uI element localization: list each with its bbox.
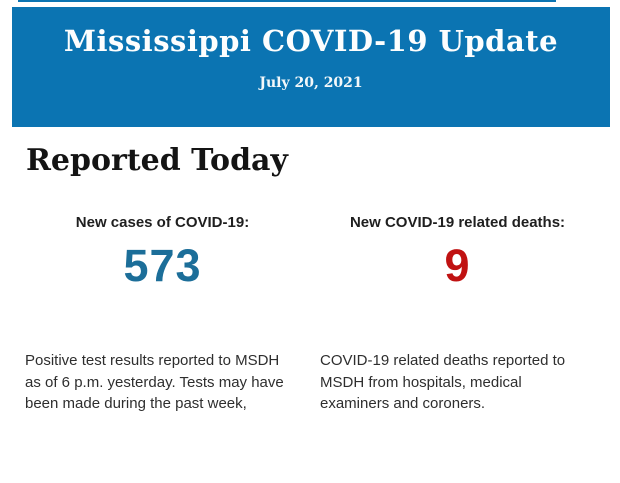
new-deaths-value: 9 (444, 240, 471, 291)
stat-new-deaths: New COVID-19 related deaths: 9 COVID-19 … (320, 214, 595, 415)
new-deaths-description: COVID-19 related deaths reported to MSDH… (320, 352, 566, 412)
new-cases-label: New cases of COVID-19: (75, 214, 250, 231)
report-date: July 20, 2021 (259, 75, 363, 91)
new-cases-value: 573 (123, 240, 202, 291)
new-deaths-label: New COVID-19 related deaths: (349, 214, 566, 231)
stat-new-cases: New cases of COVID-19: 573 Positive test… (25, 214, 300, 415)
top-border-rule (18, 0, 556, 2)
report-content: Reported Today New cases of COVID-19: 57… (0, 127, 620, 415)
new-cases-description: Positive test results reported to MSDH a… (25, 352, 284, 412)
header-banner: Mississippi COVID-19 Update July 20, 202… (12, 7, 610, 127)
section-title: Reported Today (26, 143, 288, 178)
stats-row: New cases of COVID-19: 573 Positive test… (0, 178, 620, 415)
page-title: Mississippi COVID-19 Update (63, 24, 559, 58)
